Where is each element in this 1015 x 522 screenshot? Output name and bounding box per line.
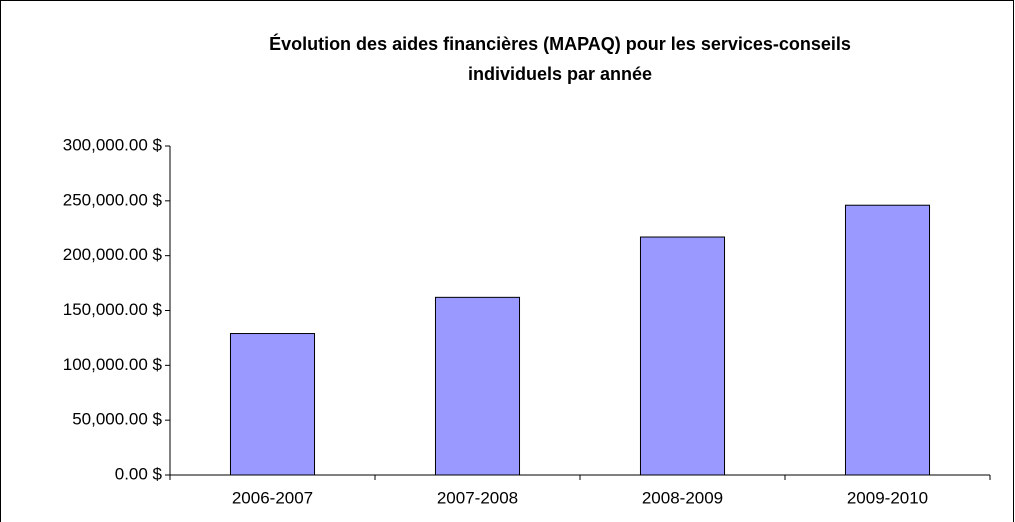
x-tick-label: 2009-2010 [847, 488, 928, 507]
x-tick-label: 2006-2007 [232, 488, 313, 507]
bar [844, 204, 931, 476]
y-tick-label: 0.00 $ [115, 464, 163, 483]
bar [434, 296, 521, 476]
y-tick-label: 300,000.00 $ [63, 135, 163, 154]
y-tick-label: 50,000.00 $ [72, 410, 162, 429]
y-tick-label: 100,000.00 $ [63, 355, 163, 374]
chart-title: Évolution des aides financières (MAPAQ) … [269, 33, 851, 54]
y-tick-label: 150,000.00 $ [63, 300, 163, 319]
bar [229, 333, 316, 476]
y-tick-label: 250,000.00 $ [63, 190, 163, 209]
bar [639, 236, 726, 476]
x-tick-label: 2007-2008 [437, 488, 518, 507]
chart-title: individuels par année [468, 64, 652, 84]
x-tick-label: 2008-2009 [642, 488, 723, 507]
y-tick-label: 200,000.00 $ [63, 245, 163, 264]
